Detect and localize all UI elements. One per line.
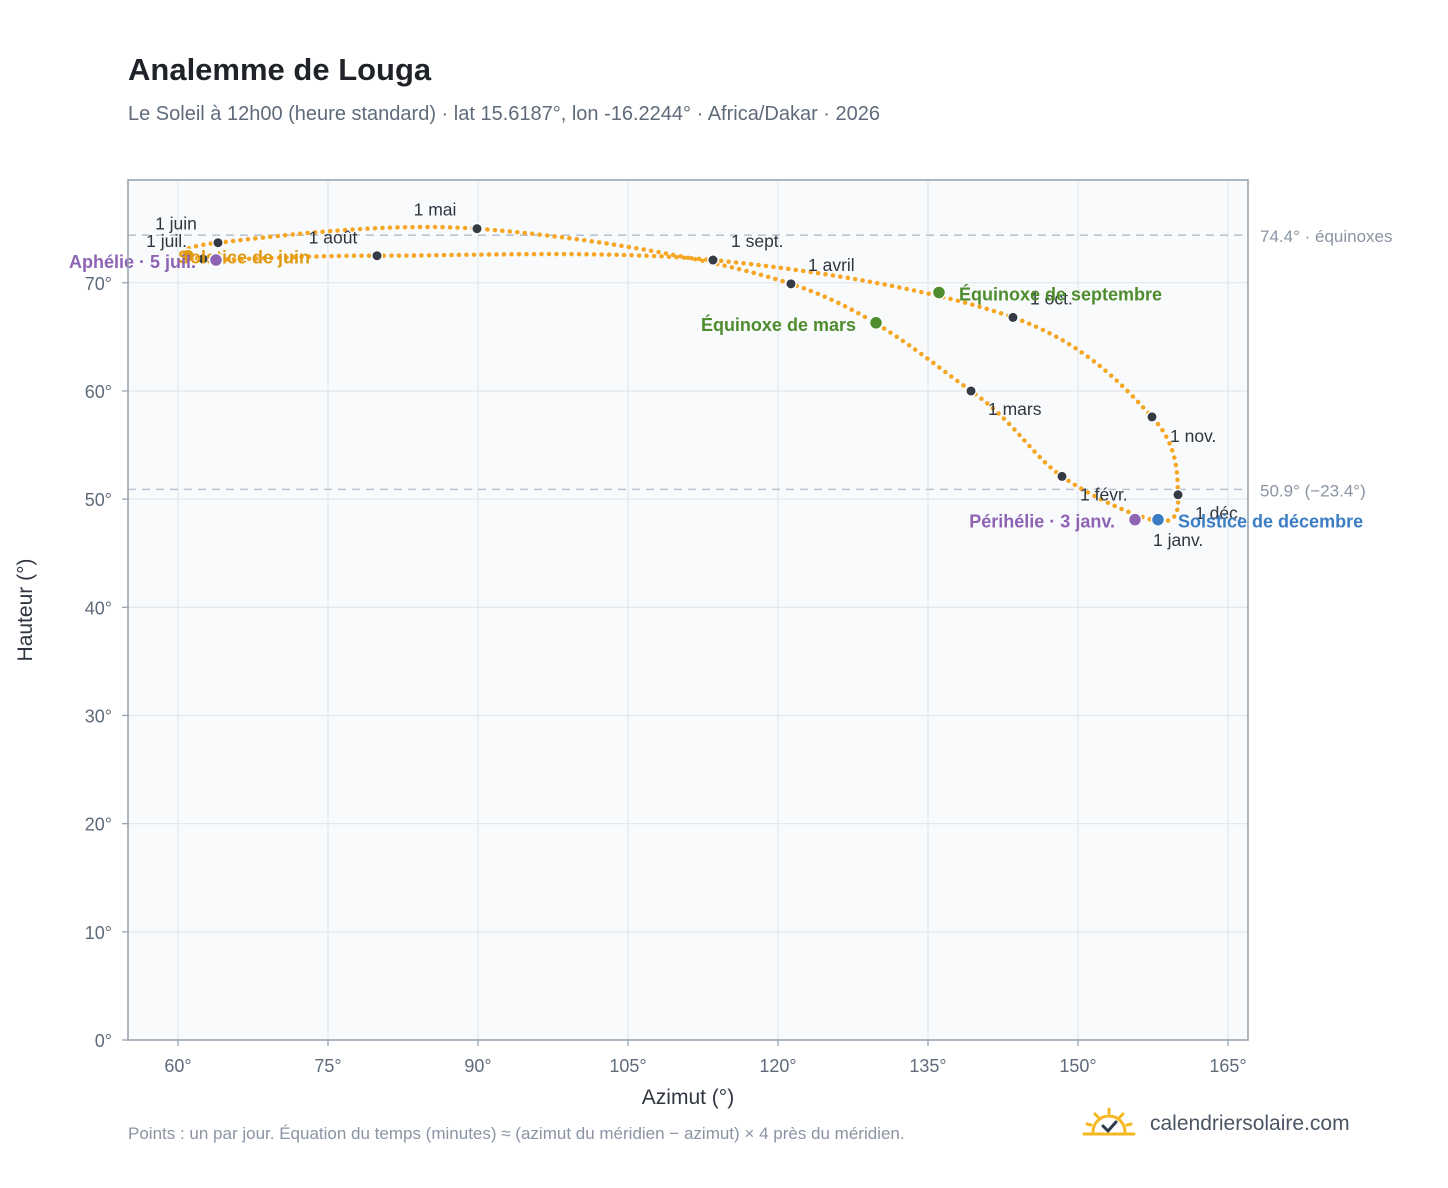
x-tick-label: 90° <box>464 1056 491 1076</box>
chart-title: Analemme de Louga <box>128 52 432 87</box>
sun-check-icon <box>1082 1107 1136 1136</box>
brand-name: calendriersolaire.com <box>1150 1112 1350 1135</box>
month-marker <box>471 222 483 235</box>
event-marker <box>868 315 884 331</box>
x-tick-label: 135° <box>909 1056 946 1076</box>
y-tick-label: 60° <box>85 382 112 402</box>
x-tick-label: 75° <box>314 1056 341 1076</box>
x-tick-label: 165° <box>1209 1056 1246 1076</box>
month-marker <box>785 277 797 290</box>
month-label: 1 déc. <box>1195 503 1243 523</box>
x-tick-label: 150° <box>1059 1056 1096 1076</box>
event-marker <box>180 248 196 263</box>
x-tick-label: 120° <box>759 1056 796 1076</box>
y-tick-label: 70° <box>85 274 112 294</box>
event-markers: Équinoxe de mars Équinoxe de septembre Sol… <box>69 248 1363 532</box>
month-label: 1 févr. <box>1080 484 1128 504</box>
month-marker <box>965 385 977 397</box>
reference-line-label: 74.4° · équinoxes <box>1260 227 1393 246</box>
event-label: Aphélie · 5 juil. <box>69 252 196 272</box>
event-label: Équinoxe de septembre <box>959 284 1162 305</box>
event-marker <box>1127 512 1143 527</box>
month-marker <box>212 236 224 249</box>
x-axis-label: Azimut (°) <box>642 1086 734 1109</box>
y-tick-label: 50° <box>85 490 112 510</box>
chart-subtitle: Le Soleil à 12h00 (heure standard) · lat… <box>128 103 881 125</box>
event-label: Solstice de juin <box>178 248 310 268</box>
month-label: 1 mai <box>414 200 457 220</box>
event-label: Périhélie · 3 janv. <box>969 512 1115 532</box>
axes: 60° 75° 90° 105° 120° 135° 150° 165° 0° 10° 20° 30°… <box>85 274 1247 1076</box>
month-marker <box>1172 488 1184 501</box>
month-marker <box>1056 470 1068 483</box>
x-tick-label: 105° <box>609 1056 646 1076</box>
event-label: Équinoxe de mars <box>701 314 856 335</box>
y-tick-label: 20° <box>85 815 112 835</box>
event-marker <box>1150 512 1166 527</box>
month-label: 1 août <box>309 228 358 248</box>
x-tick-label: 60° <box>164 1056 191 1076</box>
reference-line-label: 50.9° (−23.4°) <box>1260 481 1366 500</box>
month-label: 1 juil. <box>146 231 187 251</box>
plot-background <box>128 180 1248 1040</box>
month-label: 1 janv. <box>1153 530 1203 550</box>
y-tick-label: 0° <box>95 1031 112 1051</box>
month-marker <box>1007 311 1019 324</box>
month-label: 1 mars <box>988 399 1042 419</box>
month-marker <box>707 254 719 266</box>
month-label: 1 sept. <box>731 231 784 251</box>
y-tick-label: 40° <box>85 598 112 618</box>
month-marker <box>197 253 209 265</box>
month-label: 1 juin <box>155 214 197 234</box>
reference-lines: 74.4° · équinoxes 50.9° (−23.4°) <box>128 227 1393 500</box>
footnote: Points : un par jour. Équation du temps … <box>128 1124 905 1143</box>
event-marker <box>931 285 947 300</box>
y-axis-label: Hauteur (°) <box>14 559 37 662</box>
month-marker <box>371 249 383 262</box>
event-marker <box>208 252 224 268</box>
y-tick-label: 30° <box>85 706 112 726</box>
month-marker <box>1146 411 1158 423</box>
month-label: 1 nov. <box>1170 426 1216 446</box>
month-label: 1 oct. <box>1030 288 1073 308</box>
month-label: 1 avril <box>808 255 855 275</box>
event-label: Solstice de décembre <box>1178 512 1363 532</box>
plot-frame <box>127 179 1249 1041</box>
brand[interactable]: calendriersolaire.com <box>1082 1104 1350 1144</box>
y-tick-label: 10° <box>85 923 112 943</box>
